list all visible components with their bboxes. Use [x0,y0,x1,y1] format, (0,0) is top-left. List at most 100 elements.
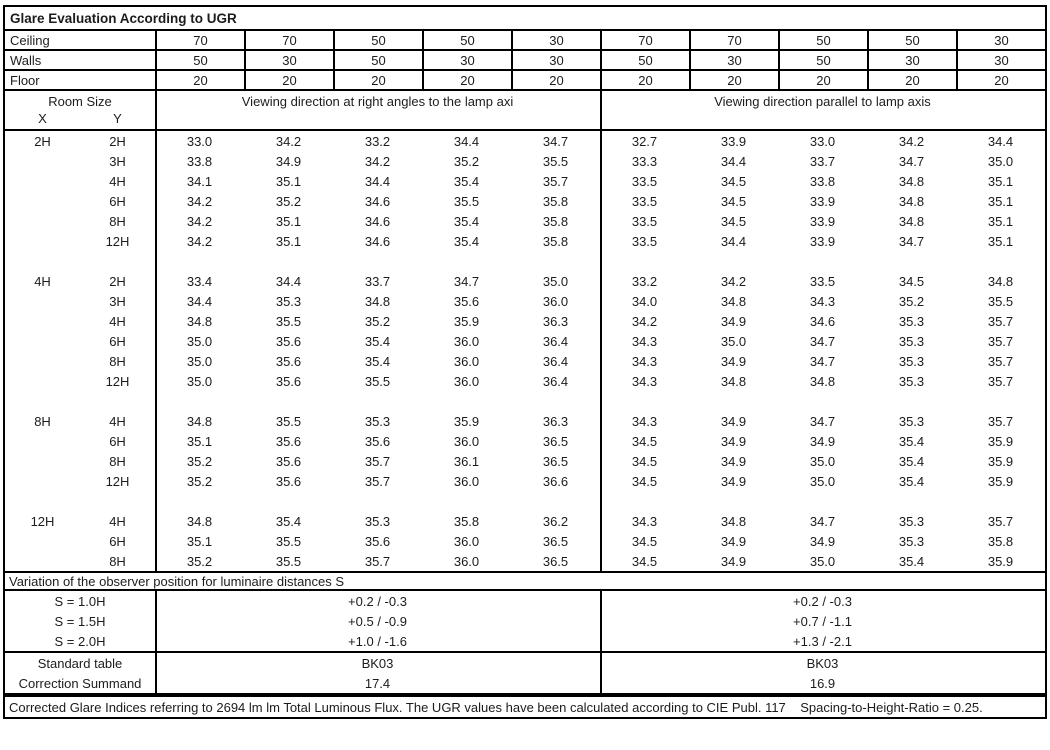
ugr-value: 34.4 [275,273,302,289]
reflectance-value: 50 [778,31,867,51]
reflectance-label: Walls [5,51,155,71]
ugr-y-label: 2H [109,133,126,149]
ugr-value: 35.2 [364,313,391,329]
ugr-value: 35.1 [186,533,213,549]
reflectance-value: 50 [867,31,956,51]
ugr-row: 6H 34.2 35.2 34.6 35.5 35.8 33.5 34.5 33.9 34.8 35… [5,191,1045,211]
ugr-value: 35.7 [987,333,1014,349]
ugr-y-label: 4H [109,413,126,429]
ugr-value: 33.7 [364,273,391,289]
ugr-row: 6H 35.1 35.5 35.6 36.0 36.5 34.5 34.9 34.9 35.3 35… [5,531,1045,551]
ugr-value: 35.0 [987,153,1014,169]
ugr-value: 34.8 [987,273,1014,289]
ugr-value: 35.8 [987,533,1014,549]
ugr-value: 34.5 [898,273,925,289]
reflectance-value: 20 [689,71,778,91]
ugr-value: 35.4 [898,433,925,449]
variation-right-value: +0.7 / -1.1 [793,613,852,629]
ugr-value: 34.8 [186,413,213,429]
ugr-x-label [5,471,80,491]
ugr-value: 35.0 [186,333,213,349]
ugr-row: 12H 35.2 35.6 35.7 36.0 36.6 34.5 34.9 35.0 35.4 3… [5,471,1045,491]
ugr-value: 34.8 [364,293,391,309]
left-direction-header: Viewing direction at right angles to the… [241,94,514,109]
reflectance-value: 70 [155,31,244,51]
ugr-value: 35.1 [275,233,302,249]
ugr-value: 35.0 [186,373,213,389]
ugr-value: 35.2 [275,193,302,209]
ugr-value: 33.5 [631,213,658,229]
ugr-row: 6H 35.0 35.6 35.4 36.0 36.4 34.3 35.0 34.7 35.3 35… [5,331,1045,351]
ugr-value: 35.4 [898,453,925,469]
ugr-y-label: 12H [105,473,130,489]
reflectance-value: 30 [511,51,600,71]
ugr-value: 35.9 [453,413,480,429]
reflectance-value: 50 [778,51,867,71]
ugr-value: 34.8 [898,193,925,209]
ugr-value: 34.2 [186,193,213,209]
direction-header-row: Room Size X Y Viewing direction at right… [5,91,1045,131]
ugr-value: 34.8 [720,513,747,529]
ugr-value: 35.6 [453,293,480,309]
ugr-value: 35.9 [987,553,1014,569]
ugr-value: 34.9 [720,353,747,369]
ugr-value: 35.5 [275,313,302,329]
ugr-x-label [5,311,80,331]
ugr-value: 35.5 [275,553,302,569]
ugr-value: 34.7 [542,133,569,149]
ugr-value: 33.9 [809,233,836,249]
ugr-x-label [5,151,80,171]
ugr-y-label: 2H [109,273,126,289]
ugr-value: 36.5 [542,533,569,549]
ugr-value: 35.3 [898,533,925,549]
ugr-value: 35.7 [364,473,391,489]
ugr-value: 33.5 [631,173,658,189]
ugr-values-section: 2H 2H 33.0 34.2 33.2 34.4 34.7 32.7 33.9 33.0 34.2… [5,131,1045,571]
ugr-value: 36.0 [453,553,480,569]
footer-note-box: Corrected Glare Indices referring to 269… [3,695,1047,719]
ugr-x-label [5,351,80,371]
summary-right-value: BK03 [806,655,839,671]
ugr-value: 34.4 [987,133,1014,149]
ugr-value: 34.5 [720,173,747,189]
ugr-value: 35.4 [275,513,302,529]
ugr-value: 35.7 [987,513,1014,529]
ugr-value: 35.7 [542,173,569,189]
ugr-value: 34.3 [631,513,658,529]
ugr-row: 8H 34.2 35.1 34.6 35.4 35.8 33.5 34.5 33.9 34.8 35… [5,211,1045,231]
ugr-y-label: 3H [109,293,126,309]
variation-right-value: +0.2 / -0.3 [793,593,852,609]
ugr-value: 35.0 [809,473,836,489]
ugr-value: 35.1 [987,173,1014,189]
block-spacer [5,391,1045,411]
ugr-value: 34.9 [720,553,747,569]
ugr-value: 34.2 [631,313,658,329]
ugr-value: 34.4 [720,233,747,249]
ugr-value: 35.4 [453,173,480,189]
ugr-value: 35.9 [453,313,480,329]
ugr-y-label: 8H [109,453,126,469]
ugr-x-label [5,531,80,551]
ugr-value: 34.2 [275,133,302,149]
reflectance-row: Ceiling 70 70 50 50 30 70 70 50 50 30 [5,31,1045,51]
ugr-value: 34.7 [809,353,836,369]
label-column-divider-line [155,31,157,693]
summary-left-value: 17.4 [364,675,391,691]
ugr-y-label: 6H [109,533,126,549]
ugr-value: 34.2 [720,273,747,289]
ugr-value: 34.5 [720,193,747,209]
ugr-value: 35.4 [364,353,391,369]
ugr-value: 34.1 [186,173,213,189]
reflectance-value: 30 [511,31,600,51]
reflectance-value: 70 [600,31,689,51]
summary-left-value: BK03 [361,655,394,671]
reflectance-value: 30 [956,51,1045,71]
room-size-header: Room Size X Y [5,91,155,129]
reflectance-value: 20 [422,71,511,91]
ugr-x-label: 2H [34,133,51,149]
ugr-value: 35.3 [898,333,925,349]
ugr-value: 33.8 [186,153,213,169]
summary-row: Correction Summand 17.4 16.9 [5,673,1045,693]
ugr-value: 35.7 [987,373,1014,389]
